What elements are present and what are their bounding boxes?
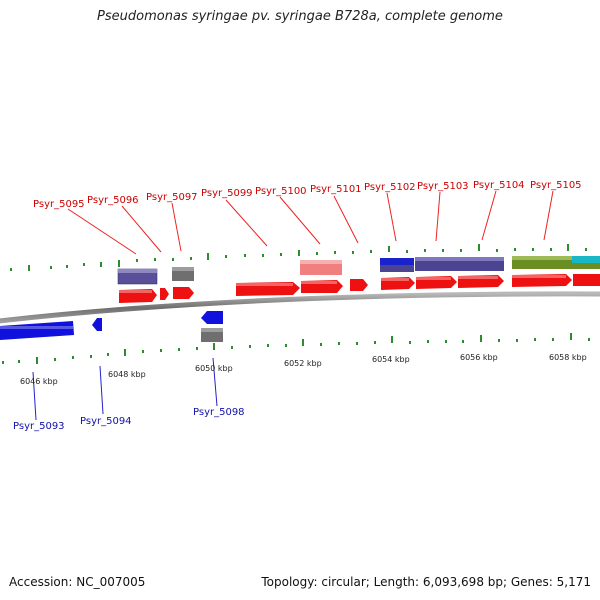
genome-summary-text: Topology: circular; Length: 6,093,698 bp… bbox=[261, 575, 591, 589]
forward-genes bbox=[119, 274, 600, 303]
gene-5095-arrow bbox=[119, 289, 157, 303]
gene-5103-arrow bbox=[416, 276, 457, 289]
scale-label-6050: 6050 kbp bbox=[195, 364, 233, 373]
genome-backbone bbox=[0, 291, 600, 324]
feature-tiles bbox=[117, 256, 600, 342]
map-title: Pseudomonas syringae pv. syringae B728a,… bbox=[97, 9, 503, 24]
label-psyr-5093: Psyr_5093 bbox=[13, 421, 65, 432]
gene-5096-arrow bbox=[160, 288, 169, 300]
gene-5094-arrow bbox=[92, 318, 102, 331]
bottom-leader-lines bbox=[32, 357, 218, 421]
scale-label-6058: 6058 kbp bbox=[549, 353, 587, 362]
gene-5102-arrow bbox=[381, 277, 415, 290]
gene-5104-arrow bbox=[458, 275, 504, 288]
accession-text: Accession: NC_007005 bbox=[9, 575, 146, 589]
label-psyr-5096: Psyr_5096 bbox=[87, 195, 139, 206]
label-psyr-5097: Psyr_5097 bbox=[146, 192, 198, 203]
label-psyr-5099: Psyr_5099 bbox=[201, 188, 253, 199]
label-psyr-5105: Psyr_5105 bbox=[530, 180, 582, 191]
scale-label-6052: 6052 kbp bbox=[284, 359, 322, 368]
outer-tick-ring bbox=[10, 244, 587, 271]
gene-5101-arrow bbox=[350, 279, 368, 291]
scale-label-6056: 6056 kbp bbox=[460, 353, 498, 362]
label-psyr-5101: Psyr_5101 bbox=[310, 184, 362, 195]
label-psyr-5100: Psyr_5100 bbox=[255, 186, 307, 197]
label-psyr-5104: Psyr_5104 bbox=[473, 180, 525, 191]
label-psyr-5103: Psyr_5103 bbox=[417, 181, 469, 192]
reverse-genes bbox=[0, 311, 223, 340]
gene-5099-arrow bbox=[236, 282, 300, 296]
gene-5093-arrow bbox=[0, 321, 74, 340]
gene-5097-arrow bbox=[173, 287, 194, 299]
inner-tick-ring bbox=[2, 333, 590, 364]
scale-label-6048: 6048 kbp bbox=[108, 370, 146, 379]
label-psyr-5102: Psyr_5102 bbox=[364, 182, 416, 193]
label-psyr-5098: Psyr_5098 bbox=[193, 407, 245, 418]
gene-5100-arrow bbox=[301, 280, 343, 293]
label-psyr-5094: Psyr_5094 bbox=[80, 416, 132, 427]
tile-5102 bbox=[380, 258, 414, 265]
label-psyr-5095: Psyr_5095 bbox=[33, 199, 85, 210]
scale-label-6046: 6046 kbp bbox=[20, 377, 58, 386]
top-leader-lines bbox=[67, 190, 554, 255]
gene-5105-arrow bbox=[512, 274, 572, 287]
scale-label-6054: 6054 kbp bbox=[372, 355, 410, 364]
gene-5098-arrow bbox=[201, 311, 223, 324]
